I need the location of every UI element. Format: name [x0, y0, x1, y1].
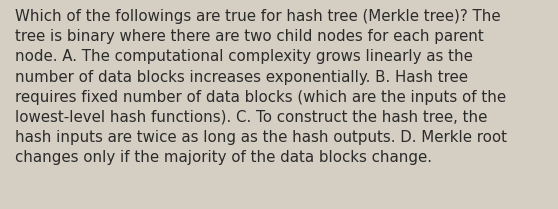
Text: Which of the followings are true for hash tree (Merkle tree)? The
tree is binary: Which of the followings are true for has… — [15, 9, 507, 165]
